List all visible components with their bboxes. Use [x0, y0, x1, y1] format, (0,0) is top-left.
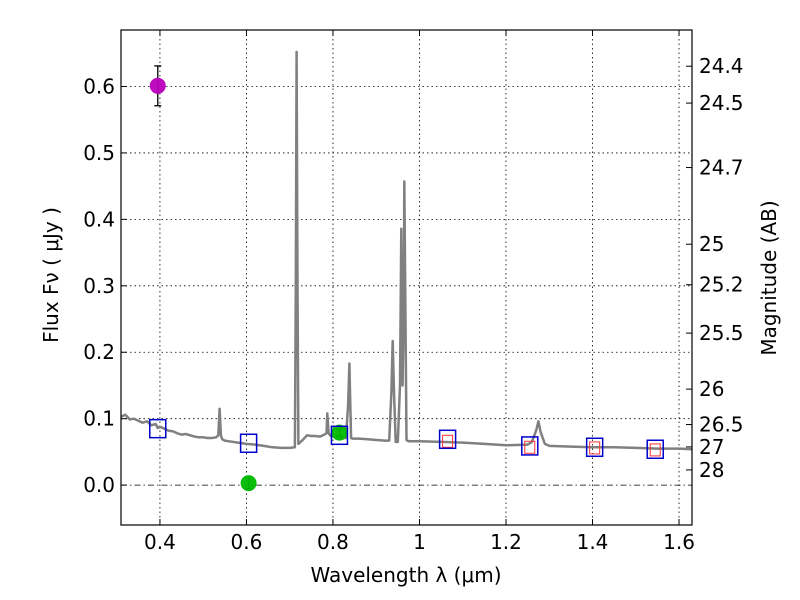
- observed-point: [331, 424, 348, 441]
- y-tick-label: 0.4: [83, 207, 115, 231]
- right-tick-label: 24.5: [699, 91, 744, 115]
- right-tick-label: 28: [699, 458, 724, 482]
- y-tick-label: 0.6: [83, 74, 115, 98]
- y-axis-label: Flux Fν ( μJy ): [39, 207, 63, 343]
- upper-limit-marker: [649, 443, 661, 457]
- right-tick-label: 26.5: [699, 413, 744, 437]
- photometry-markers: [149, 65, 664, 492]
- right-tick-label: 25: [699, 232, 724, 256]
- right-tick-label: 26: [699, 377, 724, 401]
- model-flux-square: [330, 425, 349, 446]
- upper-limit-marker: [524, 440, 536, 454]
- right-axis-label: Magnitude (AB): [757, 200, 781, 355]
- sed-series: [120, 50, 693, 451]
- x-tick-label: 1: [413, 530, 426, 554]
- model-flux-square: [438, 429, 457, 450]
- x-tick-label: 1.2: [490, 530, 522, 554]
- right-tick-label: 27: [699, 435, 724, 459]
- upper-limit-marker: [442, 434, 454, 448]
- model-flux-square: [239, 433, 258, 454]
- model-flux-square: [149, 418, 167, 439]
- x-tick-label: 1.6: [663, 530, 695, 554]
- y-tick-label: 0.0: [83, 473, 115, 497]
- sed-line: [120, 50, 693, 451]
- observed-point: [240, 475, 257, 492]
- right-tick-label: 25.5: [699, 321, 744, 345]
- right-tick-label: 24.4: [699, 54, 744, 78]
- right-tick-label: 24.7: [699, 156, 744, 180]
- y-tick-label: 0.5: [83, 141, 115, 165]
- x-tick-label: 0.6: [231, 530, 263, 554]
- plot-frame: [120, 29, 693, 526]
- x-tick-label: 0.8: [317, 530, 349, 554]
- y-tick-label: 0.3: [83, 274, 115, 298]
- y-tick-label: 0.2: [83, 340, 115, 364]
- y-tick-label: 0.1: [83, 407, 115, 431]
- x-tick-label: 1.4: [577, 530, 609, 554]
- x-tick-label: 0.4: [144, 530, 176, 554]
- x-axis-label: Wavelength λ (μm): [310, 563, 501, 587]
- model-flux-square: [646, 439, 664, 460]
- model-flux-square: [585, 437, 604, 458]
- right-tick-label: 25.2: [699, 273, 744, 297]
- grid-lines: [121, 30, 692, 525]
- model-flux-square: [521, 436, 539, 456]
- upper-limit-marker: [589, 441, 601, 455]
- observed-point: [149, 77, 166, 94]
- axes: 0.4 0.6 0.8 1 1.2 1.4 1.6 0.0 0.1 0.2 0.3 0.4 0.5 0.6…: [83, 30, 744, 554]
